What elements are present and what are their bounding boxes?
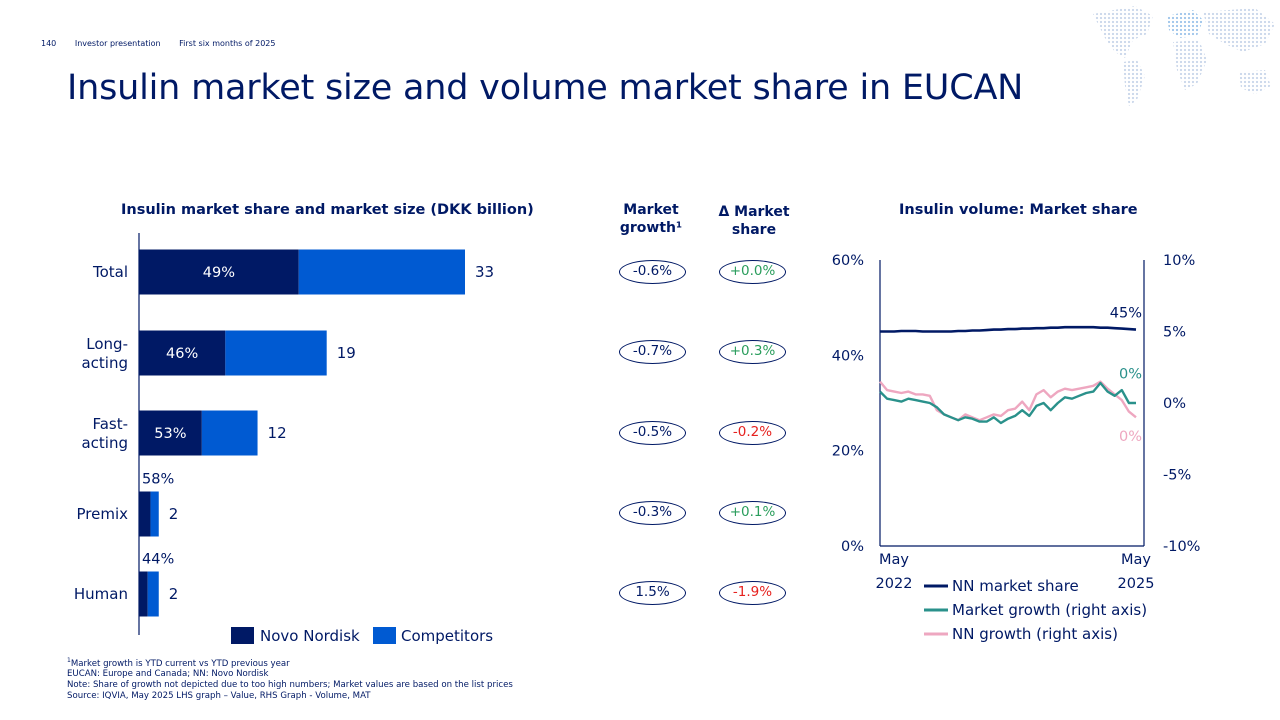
footnotes: 1Market growth is YTD current vs YTD pre… bbox=[67, 656, 513, 701]
left-tick-label: 40% bbox=[832, 348, 864, 364]
series-line-0 bbox=[880, 325, 1137, 333]
left-tick-label: 0% bbox=[841, 539, 864, 555]
market-growth-value: -0.6% bbox=[619, 260, 686, 284]
legend-label-nn: Novo Nordisk bbox=[260, 627, 360, 645]
left-tick-label: 20% bbox=[832, 444, 864, 460]
right-tick-label: 0% bbox=[1163, 396, 1186, 412]
series-line-2 bbox=[879, 380, 1137, 422]
bar-competitors-1 bbox=[225, 330, 327, 376]
share-label-3: 58% bbox=[142, 472, 174, 488]
market-growth-end-label: 0% bbox=[1119, 367, 1142, 383]
share-label-4: 44% bbox=[142, 552, 174, 568]
right-tick-label: -5% bbox=[1163, 468, 1191, 484]
line-chart-title: Insulin volume: Market share bbox=[899, 202, 1138, 218]
market-growth-value: -0.3% bbox=[619, 501, 686, 525]
legend-label-1: Market growth (right axis) bbox=[952, 601, 1147, 619]
footnote-2: EUCAN: Europe and Canada; NN: Novo Nordi… bbox=[67, 669, 269, 680]
delta-share-header: Δ Market share bbox=[718, 204, 790, 238]
nn-share-end-label: 45% bbox=[1110, 306, 1142, 322]
series-line-1 bbox=[879, 381, 1136, 425]
delta-share-value: +0.0% bbox=[719, 260, 786, 284]
category-label-human: Human bbox=[74, 585, 128, 603]
bar-novo-nordisk-2 bbox=[139, 410, 202, 456]
right-tick-label: -10% bbox=[1163, 539, 1200, 555]
category-label-total: Total bbox=[92, 263, 128, 281]
legend-swatch-competitors bbox=[373, 627, 396, 644]
market-growth-header: Market growth¹ bbox=[619, 202, 683, 236]
bar-chart: Total 49% 33 Long-acting 46% 19 Fast-acting 53%… bbox=[74, 233, 494, 645]
right-tick-label: 10% bbox=[1163, 253, 1195, 269]
bar-competitors-0 bbox=[298, 249, 465, 295]
bar-competitors-3 bbox=[150, 491, 159, 537]
delta-share-value: +0.3% bbox=[719, 340, 786, 364]
legend-label-2: NN growth (right axis) bbox=[952, 625, 1118, 643]
delta-share-value: -1.9% bbox=[719, 581, 786, 605]
total-label-2: 12 bbox=[268, 424, 287, 442]
footnote-4: Source: IQVIA, May 2025 LHS graph – Valu… bbox=[67, 690, 371, 701]
market-growth-value: -0.5% bbox=[619, 421, 686, 445]
nn-growth-end-label: 0% bbox=[1119, 429, 1142, 445]
left-tick-label: 60% bbox=[832, 253, 864, 269]
bar-competitors-4 bbox=[147, 571, 159, 617]
delta-share-value: -0.2% bbox=[719, 421, 786, 445]
total-label-3: 2 bbox=[169, 505, 179, 523]
bar-competitors-2 bbox=[201, 410, 258, 456]
bar-novo-nordisk-3 bbox=[139, 491, 151, 537]
bar-novo-nordisk-1 bbox=[139, 330, 226, 376]
period-label: First six months of 2025 bbox=[179, 39, 276, 48]
legend-label-competitors: Competitors bbox=[401, 627, 493, 645]
legend-label-0: NN market share bbox=[952, 577, 1079, 595]
market-growth-value: -0.7% bbox=[619, 340, 686, 364]
category-label-premix: Premix bbox=[76, 505, 128, 523]
market-growth-value: 1.5% bbox=[619, 581, 686, 605]
page-number: 140 bbox=[41, 39, 57, 48]
delta-share-value: +0.1% bbox=[719, 501, 786, 525]
bar-novo-nordisk-4 bbox=[139, 571, 148, 617]
right-tick-label: 5% bbox=[1163, 325, 1186, 341]
legend-swatch-nn bbox=[231, 627, 254, 644]
bar-novo-nordisk-0 bbox=[139, 249, 299, 295]
page-header: 140 Investor presentation First six mont… bbox=[41, 39, 291, 48]
share-label-1: 46% bbox=[166, 346, 198, 362]
total-label-0: 33 bbox=[475, 263, 494, 281]
deck-name: Investor presentation bbox=[74, 39, 161, 48]
x-tick-start: May 2022 bbox=[876, 552, 913, 592]
footnote-1: 1Market growth is YTD current vs YTD pre… bbox=[67, 657, 290, 669]
share-label-0: 49% bbox=[203, 265, 235, 281]
share-label-2: 53% bbox=[154, 426, 186, 442]
line-chart: 0% 20% 40% 60% -10% -5% 0% 5% 10% May 2022 May 2025 4… bbox=[832, 253, 1201, 643]
footnote-3: Note: Share of growth not depicted due t… bbox=[67, 680, 513, 691]
x-tick-end: May 2025 bbox=[1118, 552, 1155, 592]
category-label-fast-acting: Fast-acting bbox=[81, 415, 128, 452]
page-title: Insulin market size and volume market sh… bbox=[67, 68, 1024, 108]
total-label-4: 2 bbox=[169, 585, 179, 603]
total-label-1: 19 bbox=[337, 344, 356, 362]
bar-chart-title: Insulin market share and market size (DK… bbox=[121, 202, 534, 218]
world-map-graphic bbox=[1093, 6, 1275, 106]
category-label-long-acting: Long-acting bbox=[81, 335, 128, 372]
